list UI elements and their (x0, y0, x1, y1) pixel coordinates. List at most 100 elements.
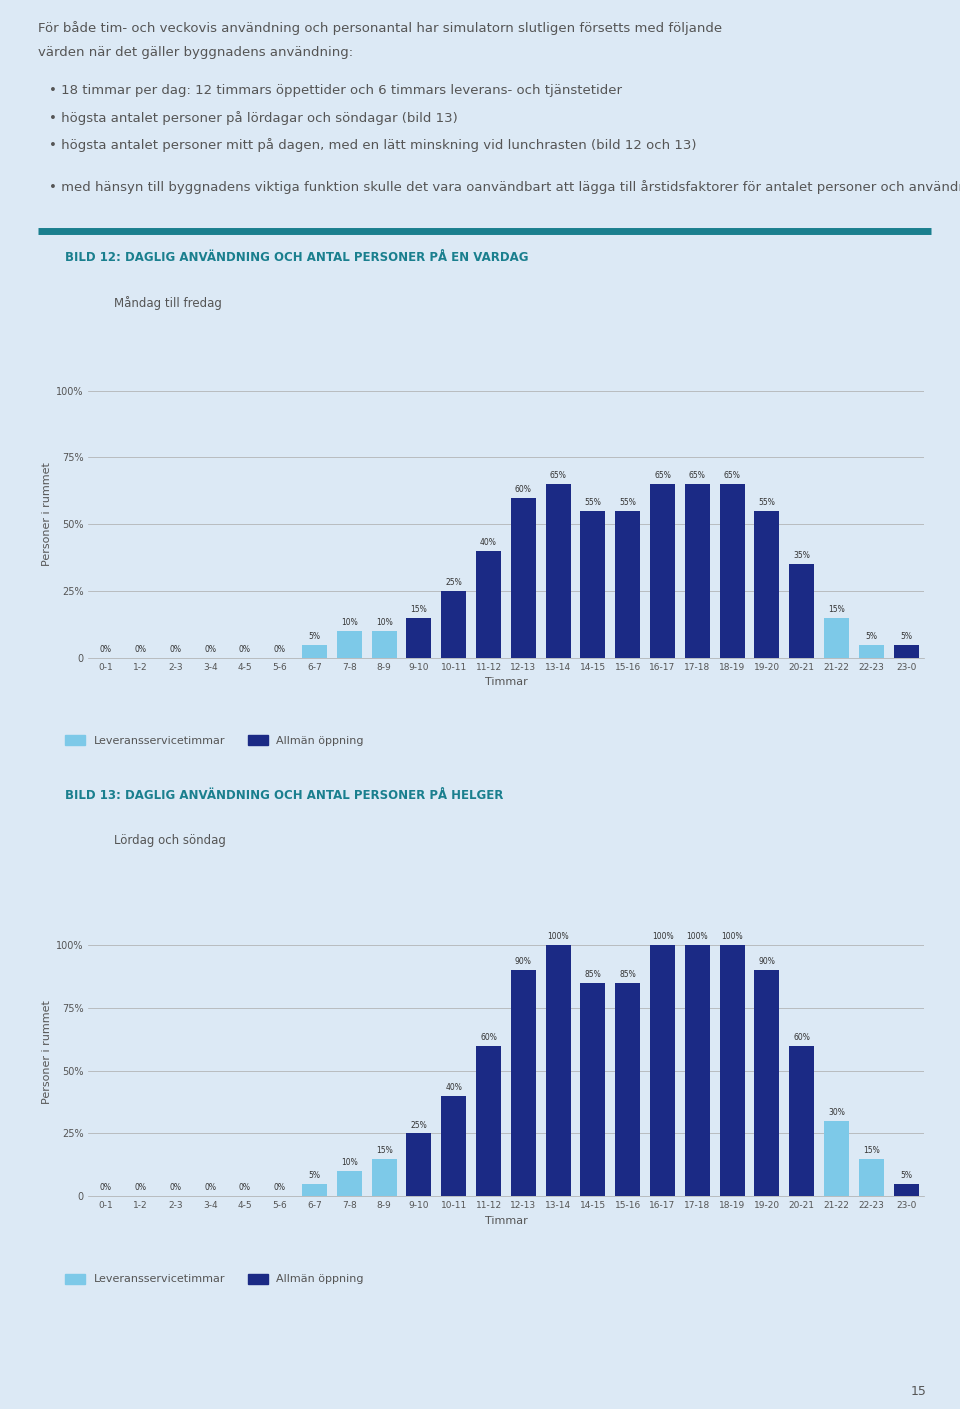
Text: 65%: 65% (654, 471, 671, 480)
Text: 85%: 85% (585, 969, 601, 979)
Bar (824, 619, 849, 658)
Bar (789, 1045, 814, 1196)
Text: 100%: 100% (686, 933, 708, 941)
Bar (581, 511, 606, 658)
Text: 40%: 40% (480, 538, 497, 547)
Text: • 18 timmar per dag: 12 timmars öppettider och 6 timmars leverans- och tjänsteti: • 18 timmar per dag: 12 timmars öppettid… (49, 83, 622, 97)
Legend: Leveransservicetimmar, Allmän öppning: Leveransservicetimmar, Allmän öppning (60, 731, 369, 751)
Text: 0%: 0% (274, 645, 286, 654)
Text: 5%: 5% (308, 1171, 321, 1179)
Text: 0%: 0% (239, 1184, 251, 1192)
Bar (581, 982, 606, 1196)
Text: 40%: 40% (445, 1084, 462, 1092)
Bar (650, 485, 675, 658)
Bar (545, 945, 570, 1196)
Text: värden när det gäller byggnadens användning:: värden när det gäller byggnadens användn… (38, 46, 353, 59)
Text: 15%: 15% (863, 1146, 879, 1155)
Bar (615, 982, 640, 1196)
Text: 100%: 100% (652, 933, 673, 941)
Legend: Leveransservicetimmar, Allmän öppning: Leveransservicetimmar, Allmän öppning (60, 1270, 369, 1289)
Text: • med hänsyn till byggnadens viktiga funktion skulle det vara oanvändbart att lä: • med hänsyn till byggnadens viktiga fun… (49, 179, 960, 193)
Text: 0%: 0% (169, 1184, 181, 1192)
X-axis label: Timmar: Timmar (485, 678, 527, 688)
Text: • högsta antalet personer mitt på dagen, med en lätt minskning vid lunchrasten (: • högsta antalet personer mitt på dagen,… (49, 138, 697, 152)
Text: BILD 13: DAGLIG ANVÄNDNING OCH ANTAL PERSONER PÅ HELGER: BILD 13: DAGLIG ANVÄNDNING OCH ANTAL PER… (65, 789, 504, 802)
Bar (720, 485, 745, 658)
Bar (720, 945, 745, 1196)
Bar (406, 1133, 431, 1196)
Bar (337, 1171, 362, 1196)
Text: 0%: 0% (204, 1184, 216, 1192)
Bar (372, 631, 396, 658)
Text: 0%: 0% (204, 645, 216, 654)
Text: 0%: 0% (274, 1184, 286, 1192)
Text: 0%: 0% (100, 1184, 111, 1192)
Text: 0%: 0% (100, 645, 111, 654)
Text: 25%: 25% (411, 1120, 427, 1130)
Text: BILD 12: DAGLIG ANVÄNDNING OCH ANTAL PERSONER PÅ EN VARDAG: BILD 12: DAGLIG ANVÄNDNING OCH ANTAL PER… (65, 251, 529, 263)
Text: 5%: 5% (900, 1171, 912, 1179)
Y-axis label: Personer i rummet: Personer i rummet (42, 1000, 52, 1103)
Bar (302, 645, 327, 658)
Bar (755, 971, 780, 1196)
Bar (476, 1045, 501, 1196)
Text: 35%: 35% (793, 551, 810, 561)
Bar (511, 971, 536, 1196)
Text: 55%: 55% (585, 497, 601, 507)
Bar (894, 645, 919, 658)
Text: 100%: 100% (721, 933, 743, 941)
Text: 15%: 15% (828, 604, 845, 614)
Bar (372, 1158, 396, 1196)
Text: 90%: 90% (515, 958, 532, 967)
Text: 0%: 0% (134, 645, 147, 654)
Text: Måndag till fredag: Måndag till fredag (114, 296, 222, 310)
Bar (894, 1184, 919, 1196)
Bar (684, 485, 709, 658)
Text: 65%: 65% (550, 471, 566, 480)
Bar (442, 592, 467, 658)
Text: 55%: 55% (758, 497, 776, 507)
Bar (476, 551, 501, 658)
Bar (684, 945, 709, 1196)
Bar (755, 511, 780, 658)
Text: 25%: 25% (445, 578, 462, 588)
Text: 5%: 5% (308, 631, 321, 641)
Text: 90%: 90% (758, 958, 776, 967)
Bar (824, 1122, 849, 1196)
Bar (859, 1158, 884, 1196)
Bar (650, 945, 675, 1196)
Text: För både tim- och veckovis användning och personantal har simulatorn slutligen f: För både tim- och veckovis användning oc… (38, 21, 723, 35)
Text: 100%: 100% (547, 933, 569, 941)
Text: 15: 15 (910, 1385, 926, 1398)
Text: 0%: 0% (134, 1184, 147, 1192)
Text: 65%: 65% (724, 471, 740, 480)
X-axis label: Timmar: Timmar (485, 1216, 527, 1226)
Text: 85%: 85% (619, 969, 636, 979)
Text: 10%: 10% (341, 619, 358, 627)
Bar (511, 497, 536, 658)
Text: 10%: 10% (341, 1158, 358, 1167)
Text: • högsta antalet personer på lördagar och söndagar (bild 13): • högsta antalet personer på lördagar oc… (49, 111, 458, 125)
Text: 55%: 55% (619, 497, 636, 507)
Bar (859, 645, 884, 658)
Text: 60%: 60% (480, 1033, 497, 1041)
Text: 65%: 65% (689, 471, 706, 480)
Text: 0%: 0% (169, 645, 181, 654)
Bar (615, 511, 640, 658)
Bar (442, 1096, 467, 1196)
Text: 30%: 30% (828, 1107, 845, 1117)
Bar (302, 1184, 327, 1196)
Text: 60%: 60% (793, 1033, 810, 1041)
Text: 0%: 0% (239, 645, 251, 654)
Text: 5%: 5% (900, 631, 912, 641)
Bar (406, 619, 431, 658)
Bar (337, 631, 362, 658)
Text: Lördag och söndag: Lördag och söndag (114, 834, 227, 847)
Bar (545, 485, 570, 658)
Bar (789, 565, 814, 658)
Text: 15%: 15% (375, 1146, 393, 1155)
Text: 15%: 15% (411, 604, 427, 614)
Text: 5%: 5% (865, 631, 877, 641)
Y-axis label: Personer i rummet: Personer i rummet (42, 462, 52, 565)
Text: 60%: 60% (515, 485, 532, 493)
